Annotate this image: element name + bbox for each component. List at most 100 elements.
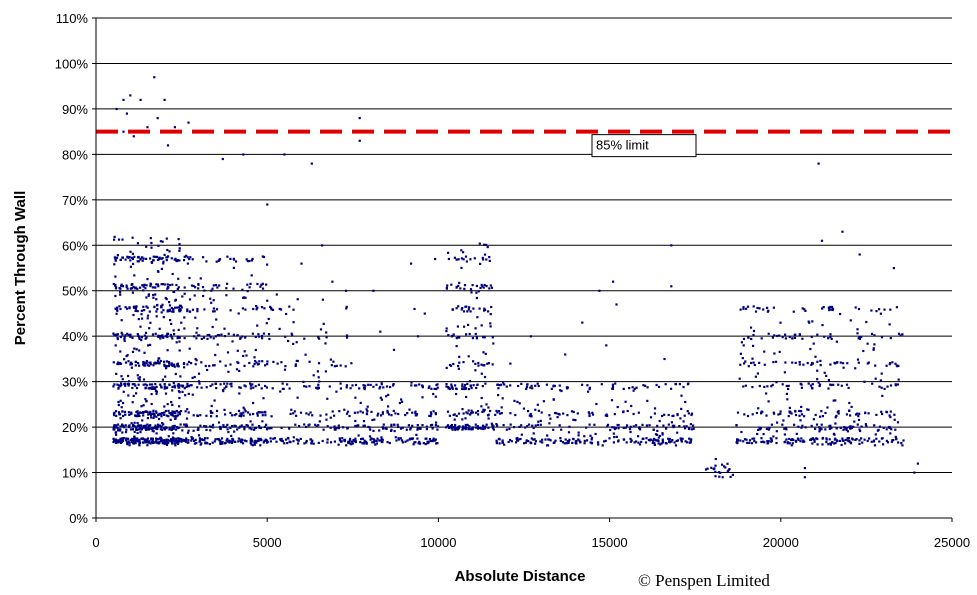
data-point [382, 386, 385, 389]
data-point [457, 258, 460, 261]
data-point [134, 364, 137, 367]
data-point [766, 385, 769, 388]
data-point [591, 413, 595, 416]
data-point [613, 436, 616, 439]
x-tick-labels: 0 5000 10000 15000 20000 25000 [92, 535, 970, 550]
data-point [248, 259, 251, 263]
data-point [560, 428, 563, 431]
data-point [123, 338, 126, 341]
data-point [180, 321, 183, 324]
data-point [240, 438, 243, 441]
data-point [447, 257, 450, 261]
data-point [142, 305, 145, 308]
data-point [184, 424, 187, 427]
data-point [223, 327, 226, 330]
data-point [509, 438, 512, 442]
data-point [243, 439, 246, 442]
y-tick-label: 70% [62, 193, 88, 208]
data-point [682, 420, 685, 423]
data-point [140, 411, 143, 414]
data-point [329, 358, 332, 361]
data-point [147, 293, 150, 296]
data-point [763, 441, 766, 444]
data-point [161, 422, 164, 425]
data-point [162, 309, 165, 312]
data-point [513, 399, 516, 402]
data-point [889, 308, 892, 311]
data-point [314, 423, 317, 426]
data-point [844, 442, 847, 445]
data-point [836, 439, 839, 443]
data-point [178, 437, 181, 440]
data-point [219, 427, 222, 430]
data-point [435, 421, 438, 424]
data-point [236, 349, 239, 352]
data-point [824, 411, 827, 415]
data-point [813, 439, 816, 442]
data-point [178, 396, 181, 400]
data-point [668, 439, 671, 442]
data-point [480, 324, 483, 327]
data-point [124, 361, 128, 364]
data-point [172, 437, 175, 440]
data-point [149, 361, 152, 364]
data-point [635, 440, 638, 443]
data-point [767, 440, 770, 443]
data-point [345, 444, 348, 447]
data-point [322, 428, 325, 431]
data-point [331, 280, 334, 283]
data-point [155, 315, 158, 318]
data-point [119, 350, 122, 353]
data-point [145, 284, 148, 287]
data-point [881, 437, 884, 440]
data-point [292, 321, 295, 324]
data-point [485, 403, 488, 406]
data-point [896, 421, 900, 424]
data-point [464, 383, 467, 387]
data-point [284, 335, 287, 338]
data-point [632, 389, 635, 392]
data-point [714, 464, 717, 467]
data-point [184, 394, 187, 397]
data-point [243, 384, 246, 387]
data-point [773, 352, 776, 355]
data-point [616, 423, 619, 427]
data-point [817, 162, 820, 165]
data-point [152, 364, 155, 367]
data-point [197, 428, 200, 431]
data-point [380, 436, 383, 439]
data-point [128, 306, 131, 309]
data-point [461, 418, 464, 421]
data-point [479, 262, 482, 265]
data-point [138, 378, 141, 381]
data-point [144, 383, 147, 386]
data-point [483, 253, 487, 256]
data-point [222, 390, 225, 393]
data-point [401, 426, 404, 429]
data-point [156, 283, 159, 286]
data-point [741, 357, 744, 360]
data-point [661, 441, 664, 444]
data-point [451, 308, 454, 311]
data-point [500, 406, 503, 409]
data-point [138, 441, 141, 444]
data-point [216, 334, 219, 337]
data-point [178, 349, 181, 352]
data-point [446, 284, 449, 287]
data-point [605, 344, 608, 347]
data-point [445, 287, 448, 290]
data-point [305, 412, 308, 415]
data-point [552, 398, 555, 401]
data-point [471, 337, 474, 340]
data-point [800, 426, 803, 429]
data-point [657, 442, 660, 445]
data-point [116, 337, 119, 341]
data-point [168, 301, 171, 304]
data-point [188, 310, 192, 313]
data-point [176, 441, 180, 444]
data-point [830, 441, 834, 444]
data-point [423, 312, 426, 315]
data-point [901, 333, 904, 336]
data-point [196, 310, 199, 313]
data-point [392, 384, 395, 387]
